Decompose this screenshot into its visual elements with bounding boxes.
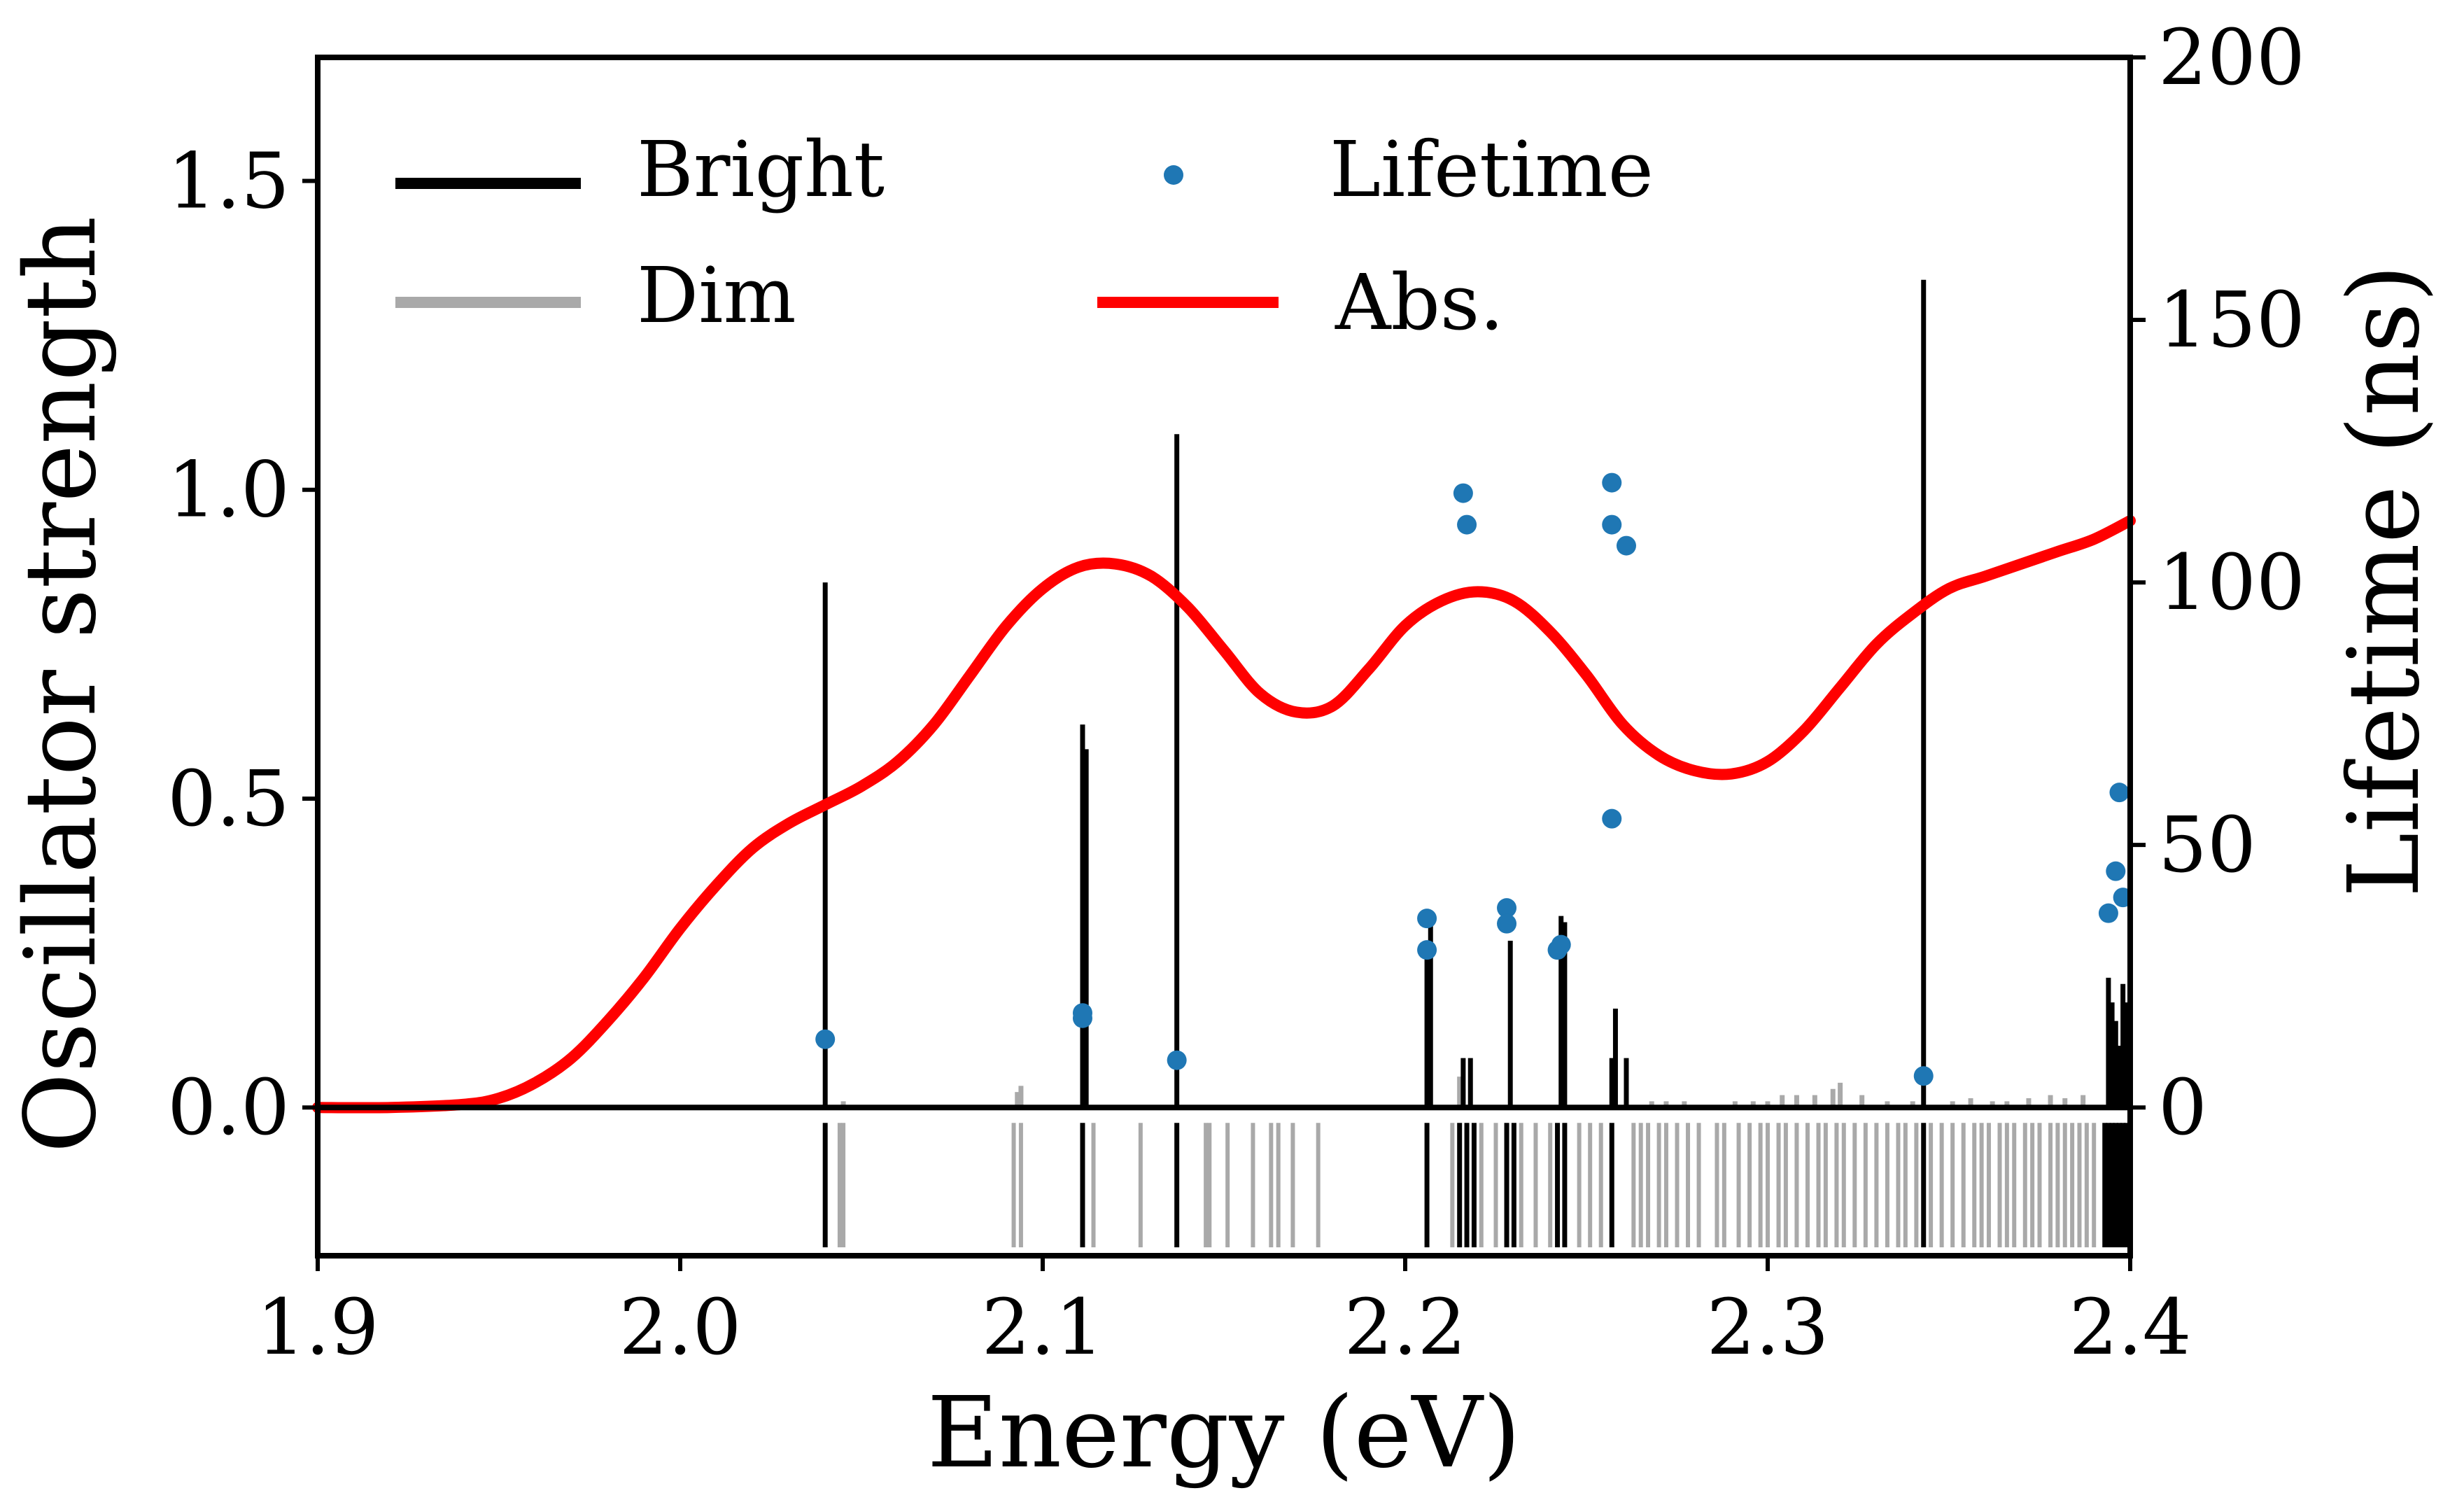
marks-layer: [312, 279, 2136, 1247]
lifetime-point: [1602, 514, 1622, 535]
axes-layer: 1.9 2.0 2.1 2.2 2.3 2.4 0.0 0.5 1.0 1.5 0 50 100 150 2…: [167, 13, 2305, 1372]
x-tick-label: 2.1: [982, 1282, 1104, 1372]
y2-tick-label: 200: [2158, 13, 2305, 102]
lifetime-point: [2106, 861, 2126, 881]
legend-label-dim: Dim: [637, 251, 796, 340]
lifetime-point: [1072, 1003, 1092, 1023]
lifetime-point: [1167, 1050, 1187, 1070]
lifetime-point: [1551, 934, 1571, 955]
y-tick-label: 1.0: [167, 445, 290, 535]
y2-tick-label: 50: [2158, 800, 2256, 890]
y2-tick-label: 100: [2158, 538, 2305, 627]
y-axis-label: Oscillator strength: [4, 216, 118, 1154]
lifetime-point: [1417, 940, 1437, 960]
x-tick-label: 2.3: [1707, 1282, 1829, 1372]
lifetime-point: [1457, 514, 1477, 535]
lifetime-point: [1497, 898, 1517, 918]
abs-curve: [312, 514, 2136, 1114]
x-tick-label: 2.2: [1344, 1282, 1467, 1372]
lifetime-point: [1616, 535, 1636, 556]
y-tick-label: 0.5: [167, 754, 290, 843]
legend-label-bright: Bright: [637, 125, 885, 214]
legend: Bright Dim Lifetime Abs.: [395, 125, 1654, 347]
y2-tick-label: 0: [2158, 1063, 2207, 1152]
lifetime-point: [2109, 783, 2129, 803]
x-tick-label: 2.0: [619, 1282, 742, 1372]
x-tick-label: 1.9: [257, 1282, 379, 1372]
y2-tick-label: 150: [2158, 275, 2305, 365]
lifetime-point: [1913, 1066, 1934, 1086]
legend-label-lifetime: Lifetime: [1330, 125, 1654, 214]
y2-axis-label: Lifetime (ns): [2328, 265, 2442, 898]
lifetime-point: [1497, 913, 1517, 934]
legend-swatch-lifetime: [1164, 165, 1183, 185]
lifetime-point: [2098, 903, 2118, 923]
lifetime-point: [815, 1029, 836, 1049]
x-axis-label: Energy (eV): [927, 1376, 1521, 1490]
lifetime-point: [1417, 909, 1437, 929]
y-tick-label: 0.0: [167, 1063, 290, 1152]
plot-frame: [315, 55, 2133, 1259]
lifetime-point: [1453, 483, 1473, 503]
y-tick-label: 1.5: [167, 136, 290, 225]
lifetime-point: [1602, 472, 1622, 493]
legend-label-abs: Abs.: [1335, 258, 1504, 347]
x-tick-label: 2.4: [2069, 1282, 2192, 1372]
lifetime-point: [1602, 808, 1622, 829]
